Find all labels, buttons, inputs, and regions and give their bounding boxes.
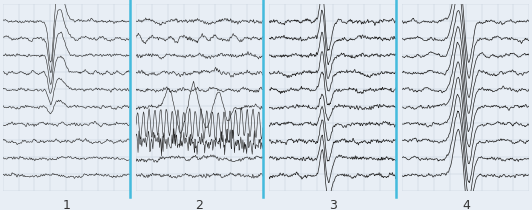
Text: 1: 1 [62,199,70,210]
Text: 3: 3 [329,199,337,210]
Text: 2: 2 [195,199,203,210]
Text: 4: 4 [462,199,470,210]
